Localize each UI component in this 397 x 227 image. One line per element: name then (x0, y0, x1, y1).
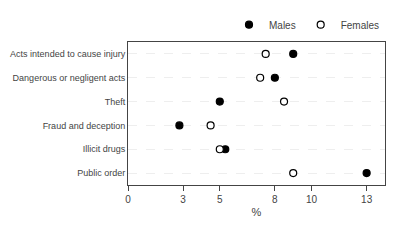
svg-text:Females: Females (341, 20, 379, 31)
svg-text:Males: Males (269, 20, 296, 31)
svg-text:8: 8 (272, 194, 278, 205)
svg-text:13: 13 (361, 194, 373, 205)
svg-text:Fraud and deception: Fraud and deception (43, 121, 126, 131)
svg-text:Illicit drugs: Illicit drugs (83, 144, 126, 154)
svg-text:0: 0 (125, 194, 131, 205)
svg-text:10: 10 (306, 194, 318, 205)
svg-text:3: 3 (180, 194, 186, 205)
svg-text:5: 5 (217, 194, 223, 205)
svg-text:Acts intended to cause injury: Acts intended to cause injury (10, 49, 126, 59)
svg-text:Theft: Theft (105, 97, 126, 107)
svg-text:%: % (252, 206, 262, 218)
svg-text:Dangerous or negligent acts: Dangerous or negligent acts (13, 73, 126, 83)
svg-text:Public order: Public order (77, 168, 125, 178)
